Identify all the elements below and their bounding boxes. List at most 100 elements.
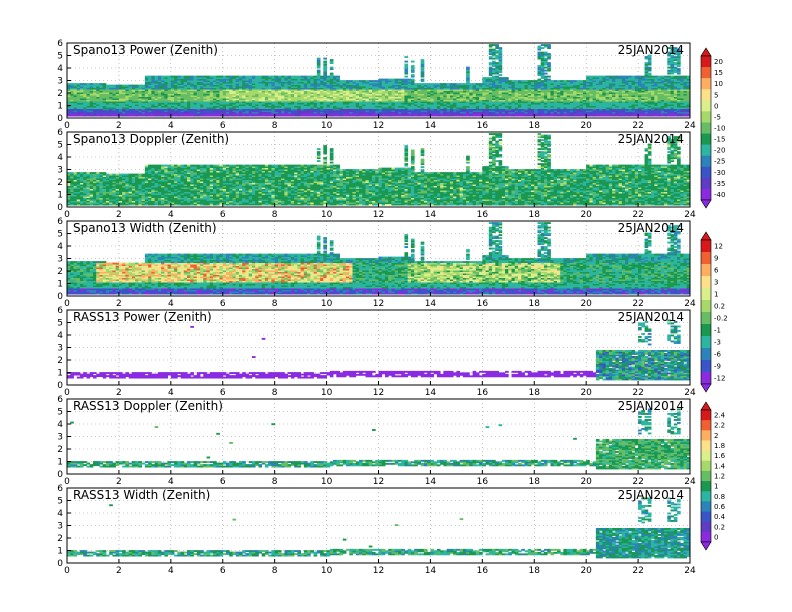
heatmap-cell: [436, 89, 441, 92]
heatmap-cell: [634, 107, 639, 110]
heatmap-cell: [229, 78, 233, 81]
heatmap-cell: [670, 80, 675, 83]
heatmap-cell: [586, 111, 590, 114]
heatmap-cell: [605, 81, 610, 84]
heatmap-cell: [203, 87, 207, 90]
heatmap-cell: [527, 87, 532, 90]
heatmap-cell: [287, 104, 292, 107]
heatmap-cell: [612, 107, 616, 110]
heatmap-cell: [271, 77, 276, 80]
heatmap-cell: [508, 110, 512, 113]
heatmap-cell: [73, 107, 78, 110]
heatmap-cell: [141, 108, 146, 111]
heatmap-cell: [313, 75, 318, 78]
heatmap-cell: [449, 113, 454, 116]
heatmap-cell: [537, 66, 542, 69]
heatmap-cell: [300, 114, 305, 117]
heatmap-cell: [381, 111, 386, 114]
heatmap-cell: [628, 98, 632, 101]
heatmap-cell: [427, 83, 431, 86]
heatmap-cell: [174, 90, 178, 93]
heatmap-cell: [479, 107, 483, 110]
heatmap-cell: [264, 107, 269, 110]
heatmap-cell: [96, 111, 100, 114]
heatmap-cell: [349, 84, 353, 87]
heatmap-cell: [372, 96, 376, 99]
heatmap-cell: [462, 111, 467, 114]
heatmap-cell: [537, 105, 542, 108]
heatmap-cell: [488, 99, 493, 102]
heatmap-cell: [248, 89, 253, 92]
heatmap-cell: [553, 87, 558, 90]
heatmap-cell: [505, 92, 509, 95]
heatmap-cell: [193, 87, 198, 90]
heatmap-cell: [556, 83, 561, 86]
heatmap-cell: [242, 78, 246, 81]
heatmap-cell: [67, 107, 71, 110]
heatmap-cell: [498, 90, 503, 93]
heatmap-cell: [537, 102, 542, 105]
heatmap-cell: [300, 111, 305, 114]
heatmap-cell: [209, 111, 214, 114]
heatmap-cell: [154, 77, 159, 80]
heatmap-cell: [417, 110, 422, 113]
heatmap-cell: [144, 98, 149, 101]
heatmap-cell: [638, 102, 642, 105]
heatmap-cell: [462, 89, 467, 92]
heatmap-cell: [303, 95, 308, 98]
heatmap-cell: [336, 101, 340, 104]
heatmap-cell: [229, 110, 233, 113]
heatmap-cell: [673, 75, 678, 78]
heatmap-cell: [336, 89, 340, 92]
heatmap-cell: [634, 92, 639, 95]
heatmap-cell: [407, 93, 412, 96]
heatmap-cell: [125, 96, 130, 99]
heatmap-cell: [560, 108, 564, 111]
heatmap-cell: [553, 101, 558, 104]
heatmap-cell: [190, 107, 194, 110]
heatmap-cell: [550, 83, 555, 86]
heatmap-cell: [427, 93, 431, 96]
heatmap-cell: [540, 51, 545, 54]
heatmap-cell: [511, 110, 516, 113]
heatmap-cell: [673, 104, 678, 107]
heatmap-cell: [488, 114, 493, 117]
heatmap-cell: [329, 74, 334, 77]
heatmap-cell: [135, 101, 139, 104]
heatmap-cell: [531, 92, 535, 95]
heatmap-cell: [225, 111, 230, 114]
heatmap-cell: [294, 75, 298, 78]
heatmap-cell: [294, 89, 298, 92]
heatmap-cell: [277, 95, 282, 98]
heatmap-cell: [300, 107, 305, 110]
heatmap-cell: [73, 110, 78, 113]
heatmap-cell: [384, 104, 389, 107]
heatmap-cell: [297, 93, 302, 96]
heatmap-cell: [495, 93, 499, 96]
heatmap-cell: [271, 101, 276, 104]
heatmap-cell: [290, 102, 295, 105]
heatmap-cell: [505, 114, 509, 117]
heatmap-cell: [384, 92, 389, 95]
heatmap-cell: [290, 110, 295, 113]
heatmap-cell: [180, 75, 185, 78]
heatmap-cell: [164, 80, 168, 83]
heatmap-cell: [673, 50, 678, 53]
heatmap-cell: [109, 98, 113, 101]
heatmap-cell: [667, 95, 671, 98]
heatmap-cell: [225, 105, 230, 108]
heatmap-cell: [297, 87, 302, 90]
heatmap-cell: [161, 90, 165, 93]
heatmap-cell: [647, 98, 652, 101]
heatmap-cell: [92, 105, 97, 108]
heatmap-cell: [339, 87, 344, 90]
heatmap-cell: [420, 69, 425, 72]
heatmap-cell: [297, 102, 302, 105]
heatmap-cell: [349, 105, 353, 108]
heatmap-cell: [368, 110, 373, 113]
heatmap-cell: [290, 96, 295, 99]
heatmap-cell: [336, 111, 340, 114]
heatmap-cell: [167, 96, 172, 99]
heatmap-cell: [235, 96, 240, 99]
heatmap-cell: [514, 95, 519, 98]
